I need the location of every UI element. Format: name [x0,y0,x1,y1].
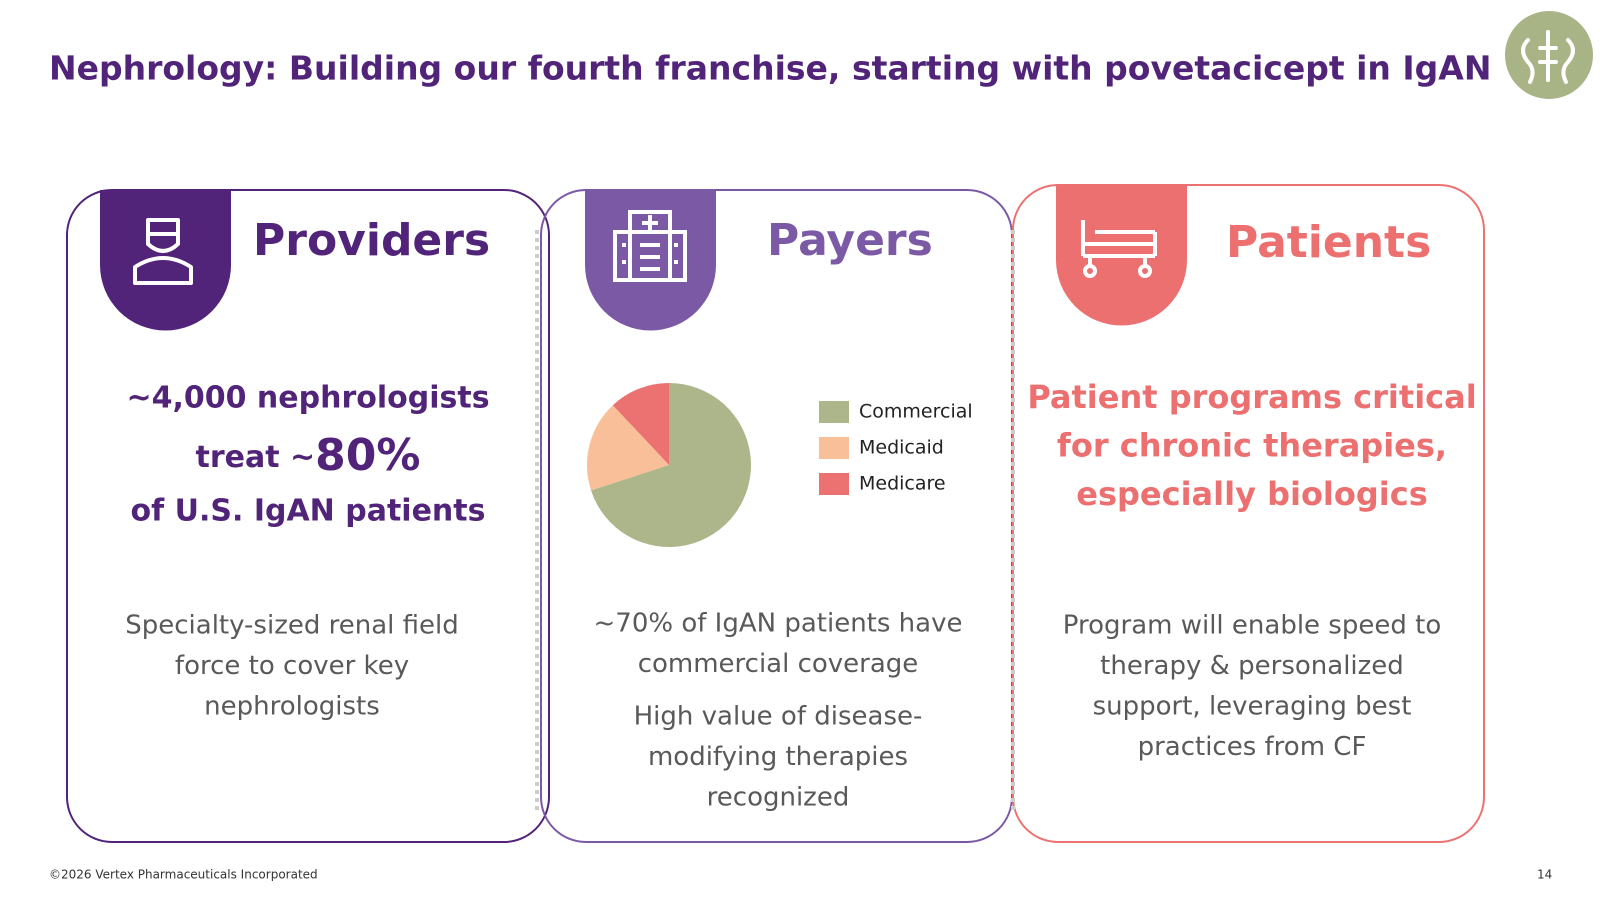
pie-slice [587,405,669,491]
card-heading: Payers [767,215,933,266]
legend-swatch [819,473,849,495]
tab [585,190,716,331]
body-text: Program will enable speed to [1063,611,1441,641]
card-heading: Patients [1226,217,1431,268]
highlight-line: Patient programs critical [1027,378,1476,416]
body-text: nephrologists [204,692,380,722]
legend-swatch [819,401,849,423]
legend-swatch [819,437,849,459]
body-text: ~70% of IgAN patients have [594,609,963,639]
provider-highlight: ~4,000 nephrologists treat ~80% of U.S. … [126,381,489,529]
highlight-line: treat ~80% [196,430,421,481]
card-heading: Providers [253,215,490,266]
body-text: recognized [707,783,850,813]
highlight-line: ~4,000 nephrologists [126,381,489,416]
tab [100,190,231,331]
legend-label: Medicare [859,473,946,495]
logo [1505,11,1593,99]
body-text: support, leveraging best [1093,692,1412,722]
legend-label: Commercial [859,401,973,423]
body-text: force to cover key [175,651,409,681]
slide-title: Nephrology: Building our fourth franchis… [49,49,1491,88]
body-text: High value of disease- [634,702,923,732]
body-text: practices from CF [1138,732,1367,762]
highlight-line: for chronic therapies, [1057,427,1447,465]
pie-slice [612,383,669,465]
hospital-icon [613,210,687,282]
legend-label: Medicaid [859,437,944,459]
provider-icon [133,218,193,285]
highlight-line: especially biologics [1076,475,1428,513]
page-number: 14 [1537,868,1552,882]
body-text: therapy & personalized [1100,651,1404,681]
highlight-text: treat ~ [196,440,316,475]
pie-slice [591,383,752,547]
body-text: Specialty-sized renal field [125,611,458,641]
highlight-line: of U.S. IgAN patients [131,494,486,529]
footer-copyright: ©2026 Vertex Pharmaceuticals Incorporate… [49,868,318,882]
card-border [66,189,550,843]
body-text: commercial coverage [638,649,919,679]
highlight-number: 80% [315,430,420,481]
bed-icon [1081,220,1157,278]
body-text: modifying therapies [648,742,908,772]
